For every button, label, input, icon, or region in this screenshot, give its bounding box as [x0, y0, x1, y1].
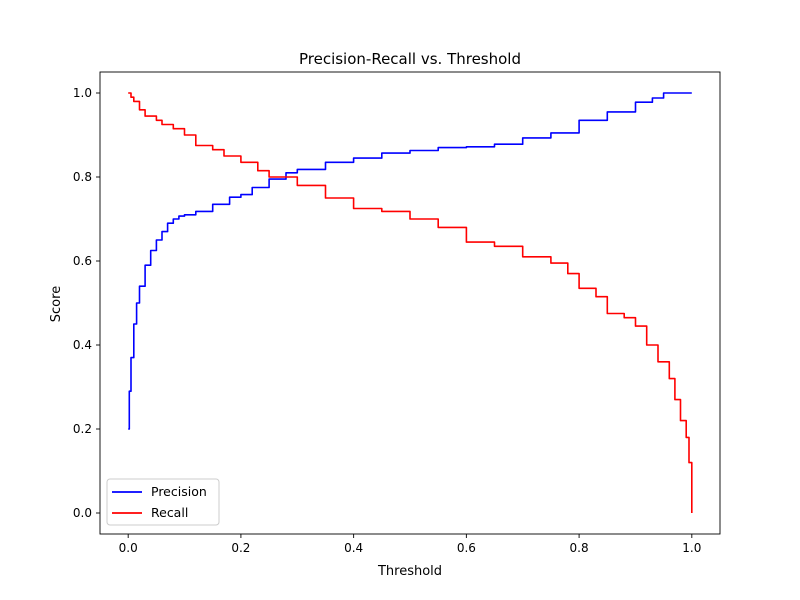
plot-frame — [99, 71, 721, 535]
x-tick-label: 0.2 — [231, 541, 250, 555]
x-tick-label: 1.0 — [682, 541, 701, 555]
x-tick-label: 0.8 — [570, 541, 589, 555]
y-tick-label: 0.2 — [73, 422, 92, 436]
y-axis-label: Score — [49, 286, 64, 322]
y-tick-label: 0.4 — [73, 338, 92, 352]
y-tick-label: 0.6 — [73, 254, 92, 268]
x-tick-label: 0.6 — [457, 541, 476, 555]
x-axis-label: Threshold — [377, 564, 442, 579]
y-tick-label: 0.8 — [73, 170, 92, 184]
series-line-recall — [128, 92, 693, 513]
series-line-precision — [128, 92, 692, 430]
legend-label-precision: Precision — [151, 484, 207, 499]
axes: 0.0 0.2 0.4 0.6 0.8 1.0 0.0 0.2 0.4 0.6 0.8 1.0 Prec… — [73, 71, 721, 555]
legend-label-recall: Recall — [151, 505, 188, 520]
x-tick-label: 0.4 — [344, 541, 363, 555]
x-tick-label: 0.0 — [119, 541, 138, 555]
chart-title: Precision-Recall vs. Threshold — [299, 50, 521, 68]
y-tick-label: 0.0 — [73, 506, 92, 520]
y-tick-label: 1.0 — [73, 86, 92, 100]
legend: Precision Recall — [106, 478, 220, 526]
